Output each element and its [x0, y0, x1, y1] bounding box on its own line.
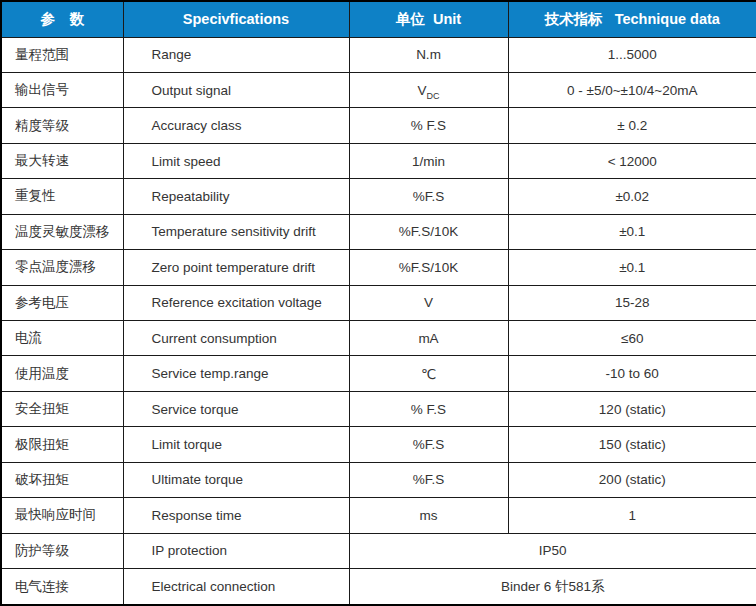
table-row: 量程范围RangeN.m1...5000 — [1, 37, 756, 72]
header-row: 参 数 Specivfications 单位 Unit 技术指标 Techniq… — [1, 1, 756, 37]
param-cell: 零点温度漂移 — [1, 250, 123, 285]
unit-subscript: DC — [427, 90, 440, 100]
value-cell: 0 - ±5/0~±10/4~20mA — [508, 72, 756, 107]
param-cell: 输出信号 — [1, 72, 123, 107]
table-row: 破坏扭矩Ultimate torque%F.S200 (static) — [1, 462, 756, 497]
param-cell: 安全扭矩 — [1, 391, 123, 426]
param-cell: 防护等级 — [1, 533, 123, 568]
spec-cell: IP protection — [123, 533, 349, 568]
value-cell: 1...5000 — [508, 37, 756, 72]
table-row: 参考电压Reference excitation voltageV15-28 — [1, 285, 756, 320]
unit-cell: ms — [349, 498, 508, 533]
param-cell: 温度灵敏度漂移 — [1, 214, 123, 249]
unit-cell: V — [349, 285, 508, 320]
spec-cell: Ultimate torque — [123, 462, 349, 497]
param-cell: 电流 — [1, 321, 123, 356]
header-specifications: Specivfications — [123, 1, 349, 37]
unit-cell: %F.S — [349, 427, 508, 462]
spec-cell: Reference excitation voltage — [123, 285, 349, 320]
table-row: 极限扭矩Limit torque%F.S150 (static) — [1, 427, 756, 462]
table-row: 电气连接Electrical connectionBinder 6 针581系 — [1, 569, 756, 605]
unit-cell: % F.S — [349, 108, 508, 143]
spec-cell: Accuracy class — [123, 108, 349, 143]
spec-cell: Output signal — [123, 72, 349, 107]
spec-table: 参 数 Specivfications 单位 Unit 技术指标 Techniq… — [0, 0, 756, 606]
spec-cell: Service torque — [123, 391, 349, 426]
header-unit: 单位 Unit — [349, 1, 508, 37]
value-cell: ±0.02 — [508, 179, 756, 214]
header-technique-data: 技术指标 Technique data — [508, 1, 756, 37]
spec-table-header: 参 数 Specivfications 单位 Unit 技术指标 Techniq… — [1, 1, 756, 37]
param-cell: 电气连接 — [1, 569, 123, 605]
param-cell: 最大转速 — [1, 143, 123, 178]
value-cell: ±0.1 — [508, 214, 756, 249]
param-cell: 重复性 — [1, 179, 123, 214]
table-row: 电流Current consumptionmA≤60 — [1, 321, 756, 356]
unit-cell: %F.S/10K — [349, 250, 508, 285]
value-cell: ≤60 — [508, 321, 756, 356]
unit-cell: ℃ — [349, 356, 508, 391]
param-cell: 量程范围 — [1, 37, 123, 72]
datasheet-page: 参 数 Specivfications 单位 Unit 技术指标 Techniq… — [0, 0, 756, 606]
spec-cell: Repeatability — [123, 179, 349, 214]
param-cell: 精度等级 — [1, 108, 123, 143]
table-row: 零点温度漂移Zero point temperature drift%F.S/1… — [1, 250, 756, 285]
value-cell: 1 — [508, 498, 756, 533]
table-row: 精度等级Accuracy class% F.S± 0.2 — [1, 108, 756, 143]
unit-cell: VDC — [349, 72, 508, 107]
spec-cell: Temperature sensitivity drift — [123, 214, 349, 249]
table-row: 重复性Repeatability%F.S±0.02 — [1, 179, 756, 214]
unit-cell: % F.S — [349, 391, 508, 426]
unit-cell: %F.S/10K — [349, 214, 508, 249]
value-cell: -10 to 60 — [508, 356, 756, 391]
value-cell: ±0.1 — [508, 250, 756, 285]
merged-value-cell: Binder 6 针581系 — [349, 569, 756, 605]
param-cell: 参考电压 — [1, 285, 123, 320]
param-cell: 极限扭矩 — [1, 427, 123, 462]
param-cell: 使用温度 — [1, 356, 123, 391]
unit-cell: N.m — [349, 37, 508, 72]
spec-cell: Zero point temperature drift — [123, 250, 349, 285]
param-cell: 最快响应时间 — [1, 498, 123, 533]
header-param: 参 数 — [1, 1, 123, 37]
value-cell: ± 0.2 — [508, 108, 756, 143]
table-row: 安全扭矩Service torque% F.S120 (static) — [1, 391, 756, 426]
spec-cell: Electrical connection — [123, 569, 349, 605]
unit-cell: 1/min — [349, 143, 508, 178]
table-row: 温度灵敏度漂移Temperature sensitivity drift%F.S… — [1, 214, 756, 249]
spec-cell: Current consumption — [123, 321, 349, 356]
spec-cell: Limit torque — [123, 427, 349, 462]
table-row: 使用温度Service temp.range℃-10 to 60 — [1, 356, 756, 391]
spec-table-body: 量程范围RangeN.m1...5000输出信号Output signalVDC… — [1, 37, 756, 605]
unit-cell: mA — [349, 321, 508, 356]
value-cell: 150 (static) — [508, 427, 756, 462]
spec-cell: Response time — [123, 498, 349, 533]
spec-cell: Service temp.range — [123, 356, 349, 391]
table-row: 最大转速Limit speed1/min< 12000 — [1, 143, 756, 178]
param-cell: 破坏扭矩 — [1, 462, 123, 497]
value-cell: 200 (static) — [508, 462, 756, 497]
unit-cell: %F.S — [349, 462, 508, 497]
spec-cell: Limit speed — [123, 143, 349, 178]
table-row: 防护等级IP protectionIP50 — [1, 533, 756, 568]
spec-cell: Range — [123, 37, 349, 72]
table-row: 输出信号Output signalVDC0 - ±5/0~±10/4~20mA — [1, 72, 756, 107]
value-cell: < 12000 — [508, 143, 756, 178]
merged-value-cell: IP50 — [349, 533, 756, 568]
value-cell: 15-28 — [508, 285, 756, 320]
table-row: 最快响应时间Response timems1 — [1, 498, 756, 533]
unit-cell: %F.S — [349, 179, 508, 214]
value-cell: 120 (static) — [508, 391, 756, 426]
